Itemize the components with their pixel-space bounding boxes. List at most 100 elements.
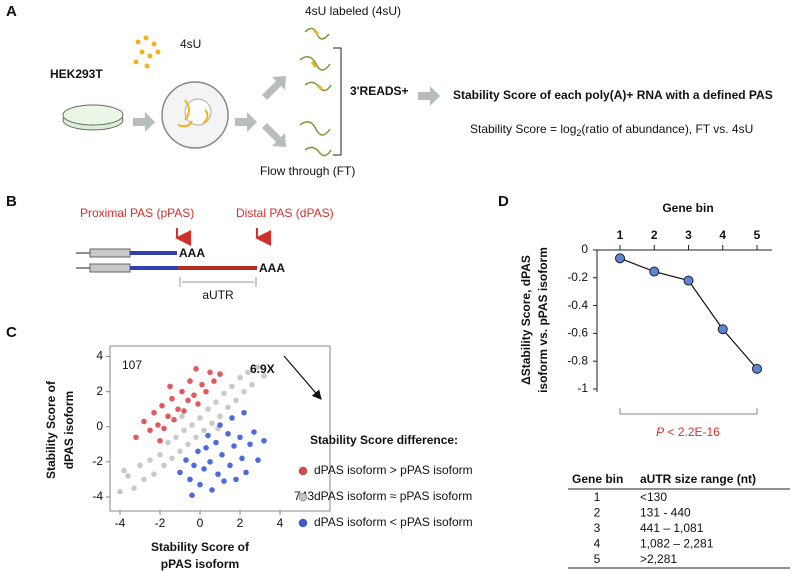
- label-ft: Flow through (FT): [260, 164, 355, 178]
- x-tick-label: -4: [115, 516, 126, 530]
- x-tick-label: 1: [617, 228, 624, 242]
- point: [177, 448, 183, 455]
- point: [217, 422, 223, 428]
- arrow: [235, 112, 257, 132]
- x-tick-label: 4: [719, 228, 726, 242]
- point: [165, 413, 171, 420]
- legend-title: Stability Score difference:: [310, 433, 458, 447]
- table-cell: 4: [594, 537, 601, 551]
- point: [211, 378, 217, 384]
- point: [175, 406, 181, 412]
- bracket: [179, 277, 257, 287]
- legend-swatch: [298, 518, 308, 528]
- label-mark: [310, 28, 323, 91]
- point: [117, 488, 123, 495]
- y-tick-label: -1: [577, 381, 588, 395]
- point: [189, 492, 195, 499]
- point: [237, 374, 243, 381]
- point: [147, 457, 153, 463]
- method: 3'READS+: [350, 84, 409, 98]
- point: [165, 439, 171, 446]
- rna: [177, 99, 209, 128]
- formula-part: Stability Score = log: [470, 122, 576, 136]
- x-axis-label: pPAS isoform: [161, 557, 239, 571]
- point: [229, 415, 235, 421]
- line: [619, 257, 758, 370]
- point: [261, 437, 267, 444]
- panel-label: D: [498, 193, 509, 210]
- point: [193, 434, 199, 441]
- point: [189, 422, 195, 428]
- panel-d: Gene bin 1 2 3 4 5 0 -0.2 -0.4 -0.6 -0.8 -1 ΔStabili…: [519, 201, 772, 439]
- point: [177, 469, 183, 476]
- point: [141, 476, 147, 483]
- table-header: aUTR size range (nt): [640, 472, 756, 486]
- distal-label: Distal PAS (dPAS): [236, 206, 334, 220]
- point: [649, 266, 660, 277]
- trend-arrow: [283, 355, 322, 400]
- point: [227, 462, 233, 469]
- plot-frame: [109, 345, 331, 512]
- y-tick-label: -2: [92, 454, 103, 468]
- table-cell: 5: [594, 552, 601, 566]
- formula-sub: 2: [576, 128, 581, 138]
- point: [229, 383, 235, 390]
- point: [213, 399, 219, 405]
- y-tick-label: -0.8: [567, 353, 588, 367]
- point: [181, 427, 187, 434]
- autr: [178, 266, 257, 270]
- y-axis-label: ΔStability Score, dPAS: [519, 255, 533, 385]
- p-symbol: P: [656, 425, 664, 439]
- table-cell: 441 – 1,081: [640, 521, 704, 535]
- y-tick-label: -0.2: [567, 270, 588, 284]
- y-tick-label: 0: [581, 242, 588, 256]
- arrow: [418, 86, 440, 106]
- cds: [89, 263, 131, 273]
- point: [717, 324, 728, 335]
- legend-swatch: [298, 466, 308, 476]
- x-tick-label: 4: [277, 516, 284, 530]
- x-axis-label: Stability Score of: [151, 540, 250, 554]
- utr: [130, 251, 177, 255]
- point: [207, 369, 213, 376]
- point: [243, 469, 249, 476]
- point: [167, 383, 173, 390]
- point: [183, 457, 189, 463]
- panel-b: Proximal PAS (pPAS) Distal PAS (dPAS) AA…: [76, 206, 334, 302]
- y-tick-label: 2: [96, 384, 103, 398]
- point: [137, 462, 143, 469]
- point: [221, 478, 227, 484]
- nucleus: [184, 98, 212, 126]
- point: [231, 443, 237, 449]
- table-header: Gene bin: [572, 472, 623, 486]
- cell-line: HEK293T: [50, 67, 103, 81]
- proximal-label: Proximal PAS (pPAS): [80, 206, 194, 220]
- annotation: 6.9X: [250, 362, 275, 376]
- point: [185, 441, 191, 448]
- bracket: [619, 408, 758, 415]
- annotation: 107: [122, 358, 142, 372]
- legend-swatch: [298, 492, 308, 502]
- legend-label: dPAS isoform > pPAS isoform: [314, 463, 473, 477]
- point: [209, 487, 215, 493]
- tail: AAA: [259, 261, 285, 275]
- y-tick-label: -0.4: [567, 298, 588, 312]
- table-cell: 2: [594, 506, 601, 520]
- reagent: 4sU: [180, 37, 201, 51]
- arrow: [133, 112, 155, 132]
- point: [159, 402, 165, 409]
- legend-label: dPAS isoform < pPAS isoform: [314, 515, 473, 529]
- arrow: [262, 123, 286, 147]
- point: [157, 452, 163, 458]
- point: [195, 401, 201, 407]
- point: [187, 476, 193, 483]
- p-value: P < 2.2E-16: [656, 425, 720, 439]
- x-tick-label: 3: [685, 228, 692, 242]
- table-cell: >2,281: [640, 552, 677, 566]
- point: [217, 413, 223, 420]
- table: Gene bin aUTR size range (nt) 1 <130 2 131 - …: [568, 472, 790, 569]
- point: [141, 418, 147, 425]
- point: [171, 416, 177, 423]
- y-tick-label: -0.6: [567, 326, 588, 340]
- y-axis-label: Stability Score of: [44, 380, 58, 479]
